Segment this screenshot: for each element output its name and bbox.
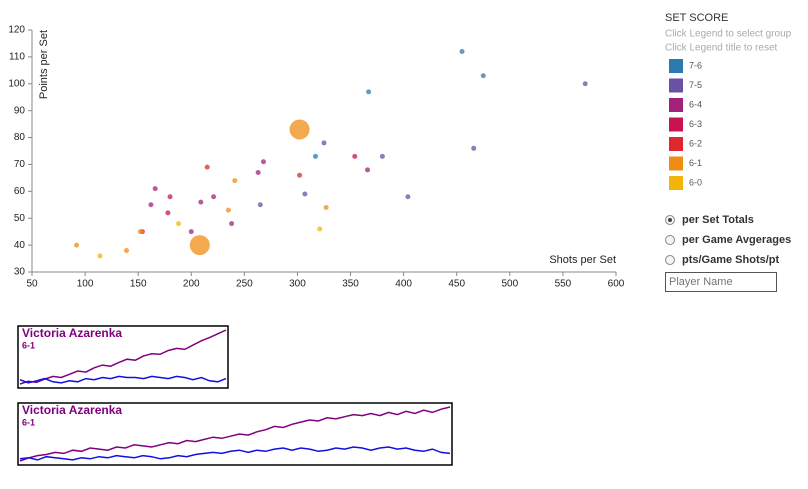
data-point[interactable] <box>313 153 319 159</box>
data-point[interactable] <box>302 191 308 197</box>
legend-label[interactable]: 7-6 <box>689 60 702 70</box>
legend-swatch[interactable] <box>669 156 683 171</box>
y-tick-label: 110 <box>9 52 25 63</box>
legend-label[interactable]: 6-4 <box>689 99 702 109</box>
panel-line <box>19 329 227 385</box>
data-point[interactable] <box>167 194 173 200</box>
x-tick-label: 550 <box>555 279 572 290</box>
y-tick-label: 70 <box>14 159 26 170</box>
data-point[interactable] <box>365 167 371 173</box>
panel-subtitle: 6-1 <box>22 340 35 350</box>
radio-button[interactable] <box>665 255 675 265</box>
legend-swatch[interactable] <box>669 137 683 151</box>
y-tick-label: 100 <box>8 78 25 89</box>
x-tick-label: 100 <box>77 279 94 290</box>
panel-title: Victoria Azarenka <box>22 403 122 417</box>
panel-title: Victoria Azarenka <box>22 326 122 340</box>
legend-label[interactable]: 6-3 <box>689 119 702 129</box>
data-point[interactable] <box>405 194 411 200</box>
x-tick-label: 500 <box>501 279 518 290</box>
y-axis-label: Points per Set <box>38 30 50 99</box>
radio-button[interactable] <box>665 235 675 245</box>
legend-swatch[interactable] <box>669 59 683 73</box>
panel-line <box>19 375 227 384</box>
data-point[interactable] <box>317 226 323 232</box>
x-tick-label: 450 <box>448 279 465 290</box>
data-point[interactable] <box>74 242 80 248</box>
panel-frame <box>17 402 453 466</box>
y-tick-label: 30 <box>14 267 26 278</box>
x-tick-label: 150 <box>130 279 147 290</box>
data-point[interactable] <box>582 81 588 87</box>
data-point[interactable] <box>289 119 310 140</box>
legend-label[interactable]: 7-5 <box>689 80 702 90</box>
legend-swatch[interactable] <box>669 117 683 132</box>
data-point[interactable] <box>189 235 210 256</box>
data-point[interactable] <box>321 140 327 146</box>
y-tick-label: 80 <box>14 132 26 143</box>
data-point[interactable] <box>211 194 217 200</box>
x-axis-label: Shots per Set <box>549 254 616 266</box>
panel-line <box>19 446 451 461</box>
data-point[interactable] <box>198 199 204 205</box>
data-point[interactable] <box>260 159 266 165</box>
data-point[interactable] <box>323 204 329 210</box>
radio-label[interactable]: per Set Totals <box>682 214 754 226</box>
data-point[interactable] <box>152 186 158 192</box>
data-point[interactable] <box>232 178 238 184</box>
y-tick-label: 40 <box>14 240 26 251</box>
data-point[interactable] <box>165 210 171 216</box>
data-point[interactable] <box>459 49 465 55</box>
panel-line <box>19 406 451 462</box>
y-tick-label: 60 <box>14 186 26 197</box>
legend-hint: Click Legend title to reset <box>665 43 778 54</box>
data-point[interactable] <box>471 145 477 151</box>
legend-label[interactable]: 6-0 <box>689 177 702 187</box>
data-point[interactable] <box>297 172 303 178</box>
x-tick-label: 300 <box>289 279 306 290</box>
y-tick-label: 50 <box>14 213 26 224</box>
x-tick-label: 600 <box>608 279 625 290</box>
legend-label[interactable]: 6-2 <box>689 138 702 148</box>
data-point[interactable] <box>366 89 372 95</box>
legend-title[interactable]: SET SCORE <box>665 12 728 24</box>
data-point[interactable] <box>204 164 210 170</box>
data-point[interactable] <box>480 73 486 79</box>
legend-label[interactable]: 6-1 <box>689 158 702 168</box>
legend-hint: Click Legend to select group <box>665 29 792 40</box>
radio-dot[interactable] <box>668 218 672 222</box>
data-point[interactable] <box>225 207 231 213</box>
x-tick-label: 350 <box>342 279 359 290</box>
data-point[interactable] <box>176 221 182 227</box>
data-point[interactable] <box>229 221 235 227</box>
player-name-input[interactable] <box>665 272 777 292</box>
x-tick-label: 400 <box>395 279 412 290</box>
radio-label[interactable]: pts/Game Shots/pt <box>682 254 780 266</box>
x-tick-label: 250 <box>236 279 253 290</box>
y-tick-label: 120 <box>8 25 25 36</box>
legend-swatch[interactable] <box>669 98 683 112</box>
data-point[interactable] <box>97 253 103 259</box>
data-point[interactable] <box>352 153 358 159</box>
data-point[interactable] <box>124 247 130 253</box>
panel-subtitle: 6-1 <box>22 417 35 427</box>
radio-label[interactable]: per Game Avgerages <box>682 234 791 246</box>
data-point[interactable] <box>255 170 261 176</box>
data-point[interactable] <box>257 202 263 208</box>
data-point[interactable] <box>379 153 385 159</box>
x-tick-label: 200 <box>183 279 200 290</box>
data-point[interactable] <box>148 202 154 208</box>
legend-swatch[interactable] <box>669 78 683 93</box>
y-tick-label: 90 <box>14 105 26 116</box>
data-point[interactable] <box>137 229 143 235</box>
legend-swatch[interactable] <box>669 176 683 190</box>
x-tick-label: 50 <box>26 279 38 290</box>
data-point[interactable] <box>188 229 194 235</box>
